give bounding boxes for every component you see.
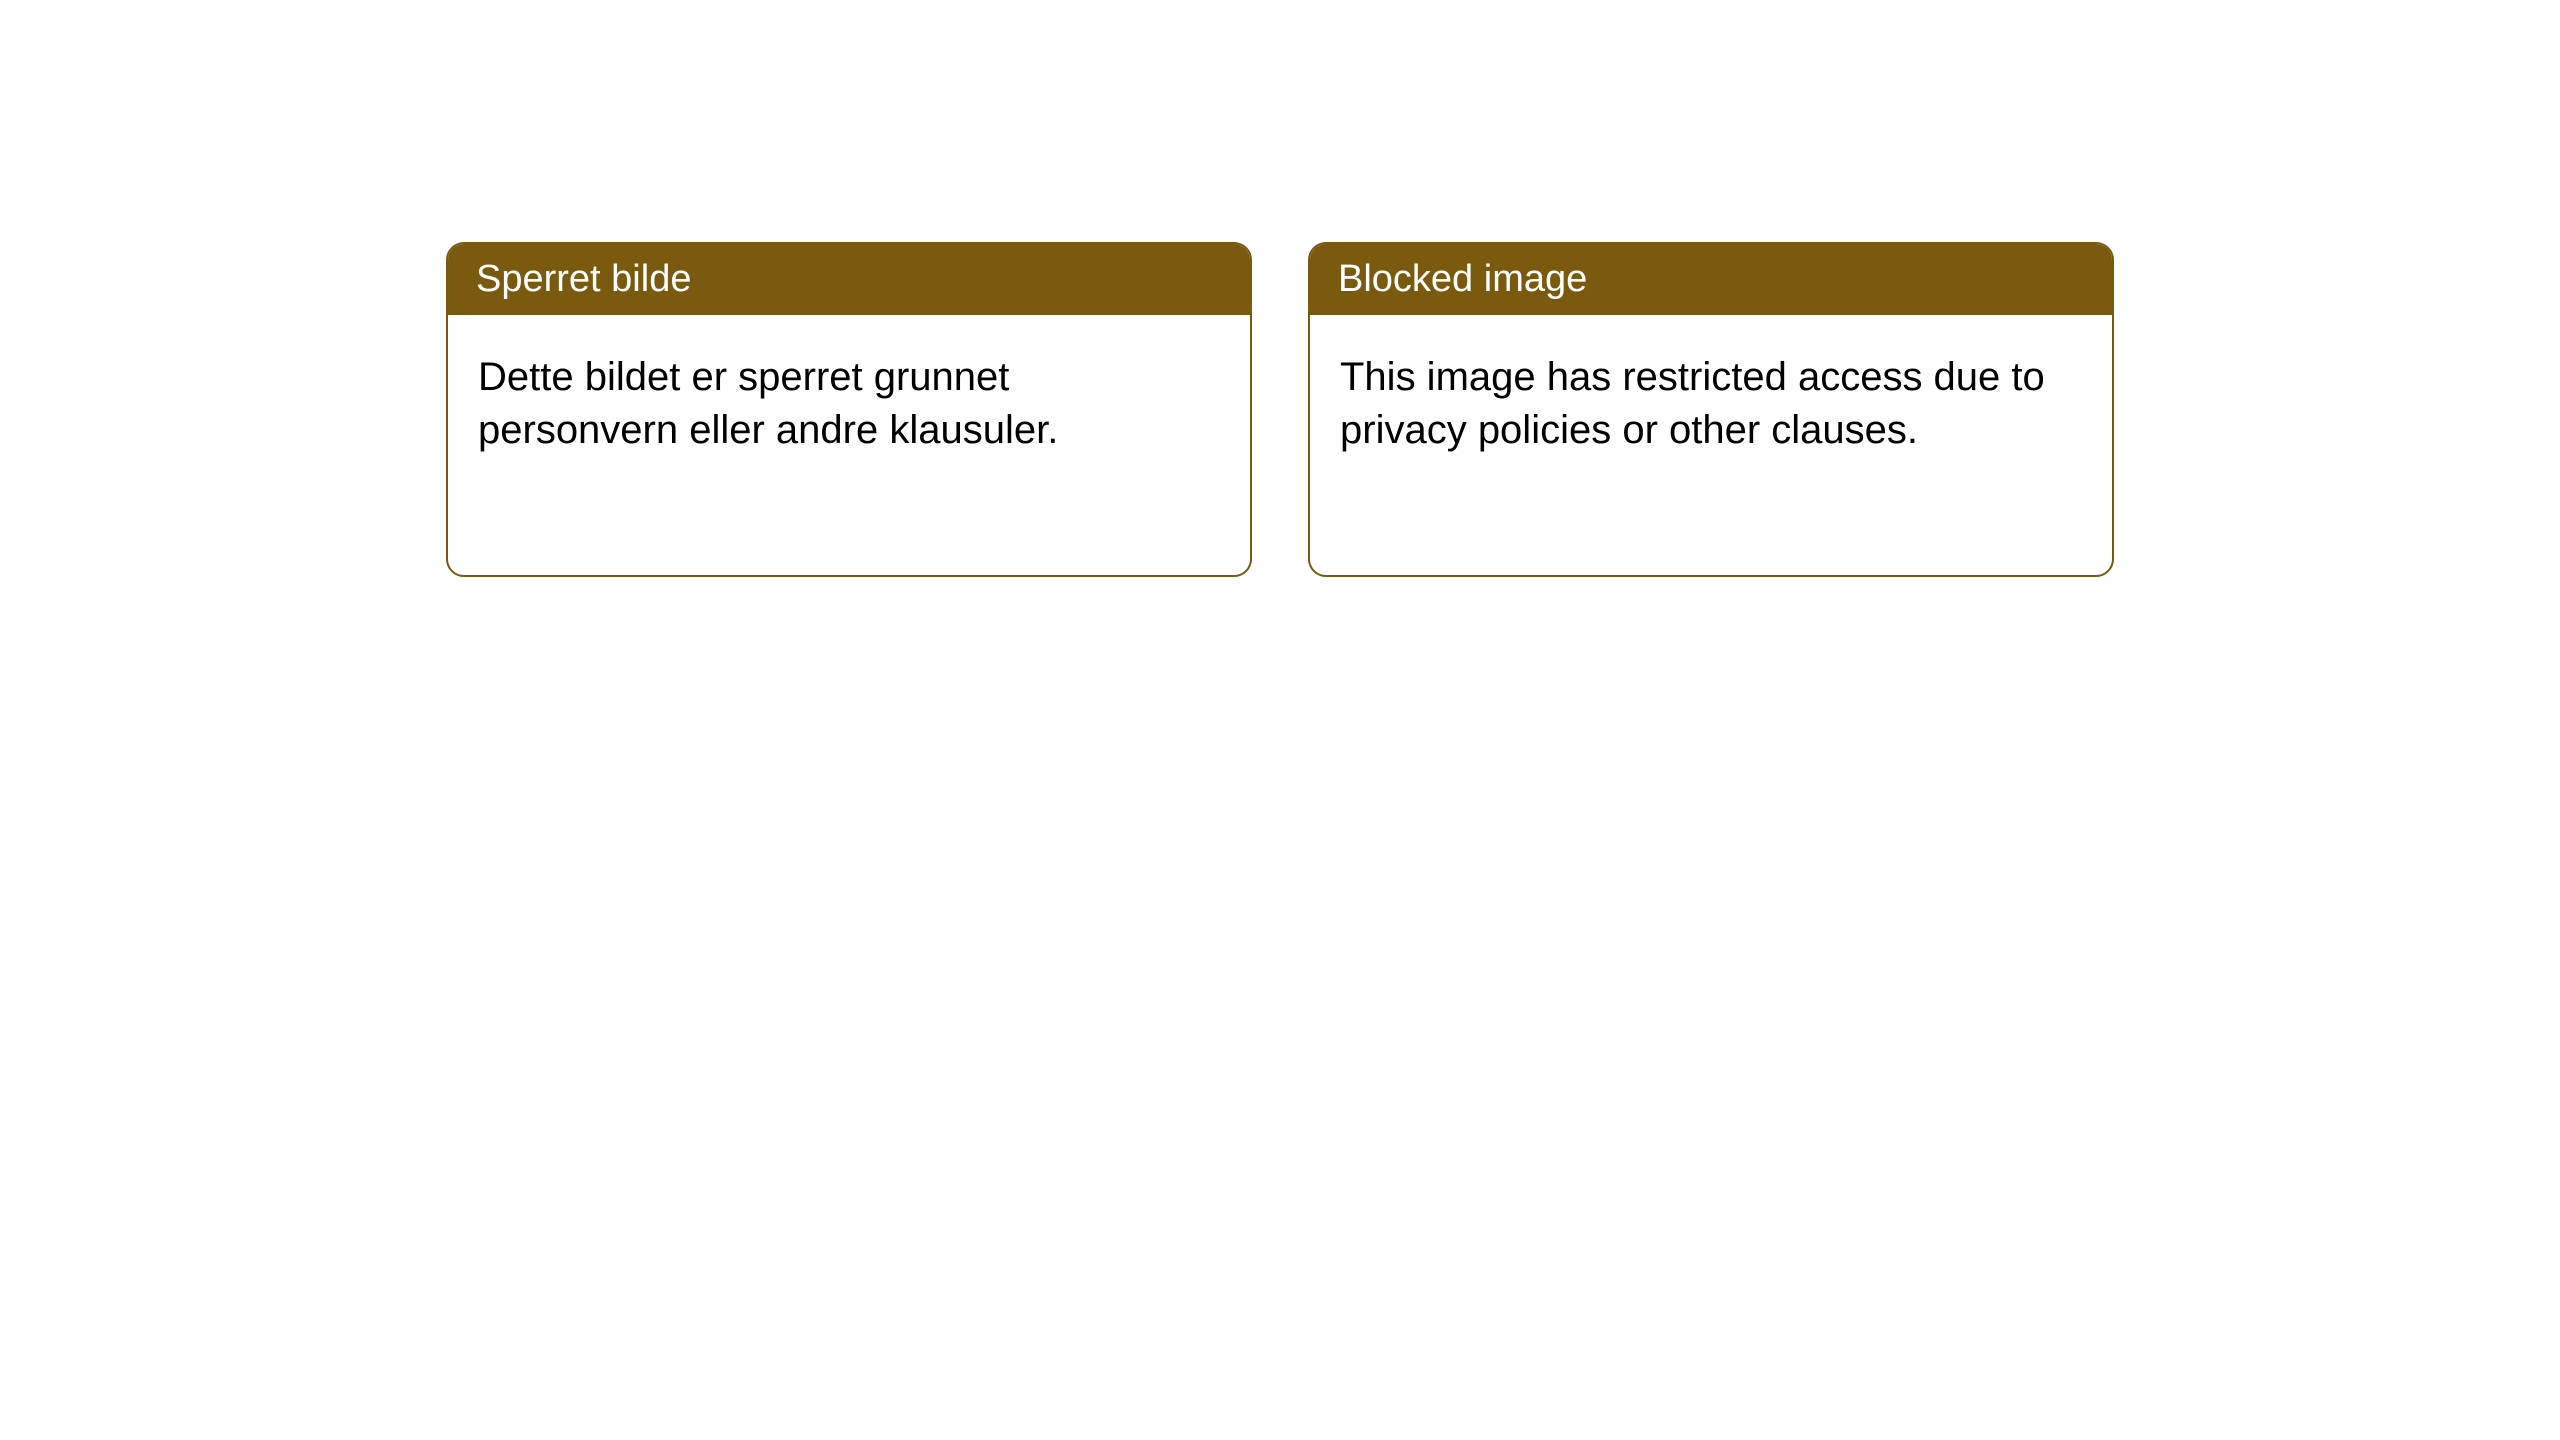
notice-card-row: Sperret bilde Dette bildet er sperret gr… bbox=[446, 242, 2114, 1440]
card-body-text: Dette bildet er sperret grunnet personve… bbox=[448, 315, 1250, 493]
notice-card-english: Blocked image This image has restricted … bbox=[1308, 242, 2114, 577]
card-title: Sperret bilde bbox=[448, 244, 1250, 315]
card-body-text: This image has restricted access due to … bbox=[1310, 315, 2112, 493]
card-title: Blocked image bbox=[1310, 244, 2112, 315]
notice-card-norwegian: Sperret bilde Dette bildet er sperret gr… bbox=[446, 242, 1252, 577]
